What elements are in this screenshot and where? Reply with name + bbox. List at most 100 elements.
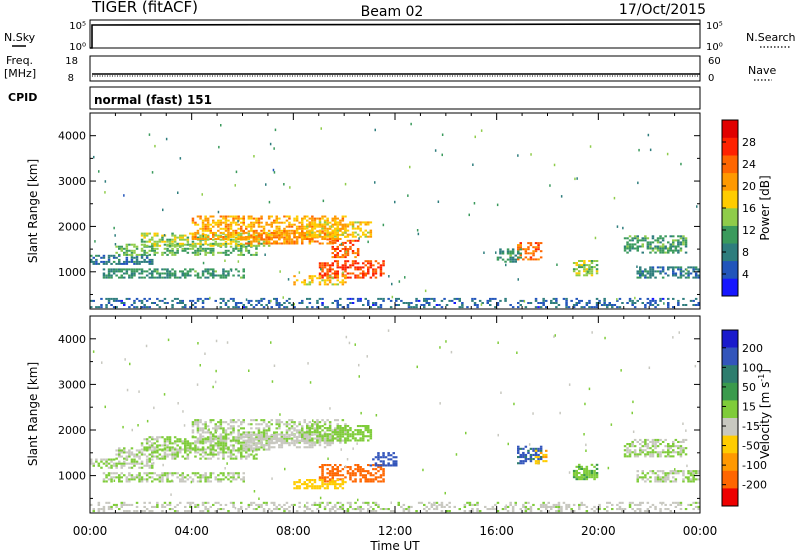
echo-cell (154, 145, 156, 148)
echo-cell (296, 487, 299, 489)
echo-cell (243, 446, 246, 448)
echo-cell (675, 246, 678, 248)
echo-cell (367, 262, 370, 264)
echo-cell (337, 254, 340, 256)
echo-cell (212, 504, 215, 506)
echo-cell (517, 306, 520, 308)
echo-cell (321, 425, 324, 427)
echo-cell (306, 442, 309, 444)
echo-cell (113, 257, 116, 259)
echo-cell (565, 306, 568, 308)
echo-cell (352, 508, 355, 510)
echo-cell (260, 436, 263, 438)
echo-cell (354, 478, 357, 480)
nsky-trace (90, 24, 700, 48)
echo-cell (537, 258, 540, 260)
echo-cell (535, 246, 538, 248)
echo-cell (220, 436, 223, 438)
echo-cell (367, 425, 370, 427)
echo-cell (202, 248, 205, 250)
echo-cell (695, 268, 698, 270)
echo-cell (263, 429, 266, 431)
echo-cell (362, 262, 365, 264)
echo-cell (210, 243, 213, 245)
echo-cell (194, 446, 197, 448)
echo-cell (347, 304, 350, 306)
echo-cell (154, 248, 157, 250)
echo-cell (240, 228, 243, 230)
echo-cell (375, 510, 378, 512)
echo-cell (334, 464, 337, 466)
echo-cell (311, 216, 314, 218)
echo-cell (332, 230, 335, 232)
echo-cell (518, 278, 520, 281)
echo-cell (293, 504, 296, 506)
echo-cell (276, 230, 279, 232)
echo-cell (143, 438, 146, 440)
echo-cell (358, 237, 360, 240)
echo-cell (637, 250, 640, 252)
echo-cell (138, 476, 141, 478)
echo-cell (179, 451, 182, 453)
echo-cell (296, 510, 299, 512)
echo-cell (222, 442, 225, 444)
echo-cell (515, 504, 518, 506)
echo-cell (403, 504, 406, 506)
echo-cell (632, 412, 634, 415)
echo-cell (149, 250, 152, 252)
echo-cell (425, 290, 427, 293)
echo-cell (293, 234, 296, 236)
echo-cell (464, 506, 467, 508)
echo-cell (235, 234, 238, 236)
echo-cell (652, 455, 655, 457)
echo-cell (245, 444, 248, 446)
echo-cell (204, 241, 207, 243)
echo-cell (504, 508, 507, 510)
echo-cell (326, 435, 329, 437)
echo-cell (217, 451, 220, 453)
echo-cell (319, 264, 322, 266)
echo-cell (372, 302, 375, 304)
echo-cell (372, 273, 375, 275)
echo-cell (138, 273, 141, 275)
echo-cell (260, 442, 263, 444)
echo-cell (398, 304, 401, 306)
echo-cell (192, 423, 195, 425)
echo-cell (217, 238, 220, 240)
echo-cell (522, 460, 525, 462)
echo-cell (123, 504, 126, 506)
echo-cell (115, 467, 118, 469)
echo-cell (194, 444, 197, 446)
echo-cell (286, 226, 289, 228)
echo-cell (586, 510, 589, 512)
echo-cell (583, 266, 586, 268)
echo-cell (565, 304, 568, 306)
echo-cell (225, 228, 228, 230)
echo-cell (103, 510, 106, 512)
echo-cell (672, 239, 675, 241)
echo-cell (215, 381, 217, 384)
echo-cell (240, 421, 243, 423)
echo-cell (286, 433, 289, 435)
echo-cell (225, 254, 228, 256)
echo-cell (321, 236, 324, 238)
echo-cell (189, 268, 192, 270)
echo-cell (240, 449, 243, 451)
echo-cell (619, 306, 622, 308)
echo-cell (260, 438, 263, 440)
echo-cell (171, 480, 173, 483)
echo-cell (349, 478, 352, 480)
echo-cell (253, 226, 256, 228)
echo-cell (121, 476, 124, 478)
echo-cell (169, 270, 172, 272)
echo-cell (362, 476, 365, 478)
echo-cell (342, 228, 345, 230)
echo-cell (200, 253, 202, 256)
echo-cell (304, 281, 307, 283)
echo-cell (542, 502, 545, 504)
echo-cell (199, 442, 202, 444)
echo-cell (652, 266, 655, 268)
echo-cell (403, 302, 406, 304)
echo-cell (357, 508, 360, 510)
echo-cell (471, 298, 474, 300)
